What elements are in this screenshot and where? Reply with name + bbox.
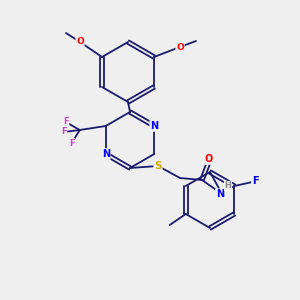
Text: N: N xyxy=(216,189,224,199)
Text: O: O xyxy=(176,43,184,52)
Text: S: S xyxy=(154,161,162,171)
Text: O: O xyxy=(205,154,213,164)
Text: O: O xyxy=(76,38,84,46)
Text: N: N xyxy=(150,121,158,131)
Text: F: F xyxy=(252,176,259,186)
Text: N: N xyxy=(102,149,110,159)
Text: F: F xyxy=(61,128,67,136)
Text: H: H xyxy=(225,182,231,190)
Text: F: F xyxy=(69,139,75,148)
Text: F: F xyxy=(63,118,69,127)
